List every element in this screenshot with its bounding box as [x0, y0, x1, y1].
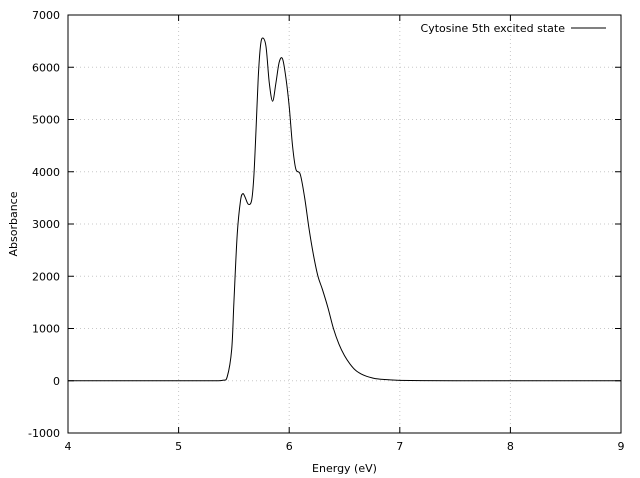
y-tick-label: 7000 [32, 9, 60, 22]
grid-lines [68, 15, 621, 433]
x-tick-label: 6 [286, 440, 293, 453]
x-tick-label: 4 [65, 440, 72, 453]
x-axis-title: Energy (eV) [312, 462, 377, 475]
legend: Cytosine 5th excited state [421, 22, 606, 35]
x-tick-label: 9 [618, 440, 625, 453]
y-tick-label: 0 [53, 375, 60, 388]
y-tick-label: 4000 [32, 166, 60, 179]
y-axis-title: Absorbance [7, 191, 20, 256]
series-line-0 [68, 37, 621, 382]
y-tick-label: 2000 [32, 270, 60, 283]
x-tick-labels: 4 5 6 7 8 9 [65, 440, 625, 453]
legend-label: Cytosine 5th excited state [421, 22, 566, 35]
y-tick-label: -1000 [28, 427, 60, 440]
x-tick-label: 5 [175, 440, 182, 453]
series-group [68, 37, 621, 382]
x-tick-label: 8 [507, 440, 514, 453]
y-tick-label: 6000 [32, 61, 60, 74]
y-tick-labels: -1000 0 1000 2000 3000 4000 5000 6000 7000 [28, 9, 60, 440]
y-tick-label: 5000 [32, 114, 60, 127]
y-tick-label: 3000 [32, 218, 60, 231]
y-tick-label: 1000 [32, 323, 60, 336]
plot-frame [67, 14, 622, 434]
x-tick-label: 7 [396, 440, 403, 453]
